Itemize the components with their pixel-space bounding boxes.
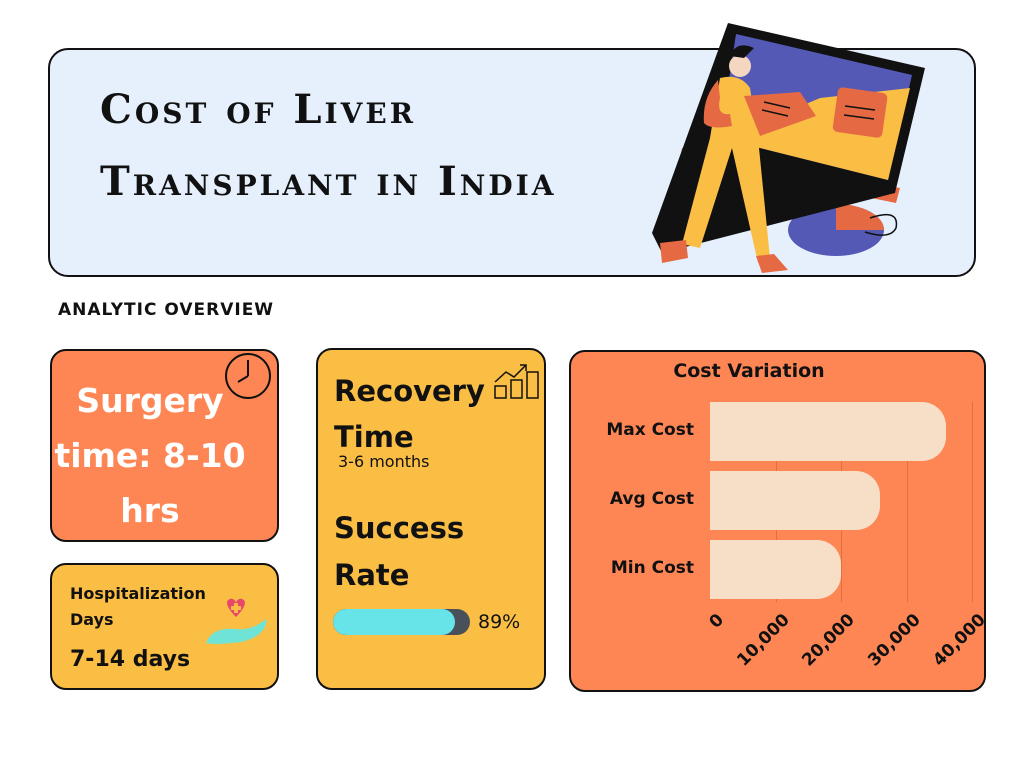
hospitalization-label: Hospitalization Days bbox=[70, 584, 206, 629]
x-tick-label: 20,000 bbox=[798, 610, 859, 671]
section-label-analytic-overview: ANALYTIC OVERVIEW bbox=[58, 300, 275, 320]
hospitalization-days-card: Hospitalization Days 7-14 days bbox=[50, 563, 279, 690]
success-rate-progress-fill bbox=[333, 609, 455, 635]
clock-icon bbox=[225, 353, 271, 399]
chart-plot-area bbox=[710, 402, 974, 602]
heart-in-hand-icon bbox=[206, 598, 267, 644]
hospitalization-value: 7-14 days bbox=[70, 647, 191, 672]
surgery-time-card: Surgery time: 8-10 hrs bbox=[50, 349, 279, 542]
category-label: Min Cost bbox=[610, 558, 694, 578]
page-title-line-2: Transplant in India bbox=[100, 158, 557, 205]
x-tick-label: 30,000 bbox=[863, 610, 925, 671]
x-tick-label: 10,000 bbox=[732, 610, 794, 671]
success-rate-progress-bar bbox=[333, 609, 470, 635]
success-rate-title: Success Rate bbox=[334, 511, 465, 592]
gridline bbox=[972, 402, 973, 602]
gridline bbox=[906, 402, 908, 602]
category-label: Max Cost bbox=[606, 420, 694, 440]
x-tick-label: 0 bbox=[705, 610, 728, 633]
category-label: Avg Cost bbox=[609, 489, 694, 509]
success-rate-value: 89% bbox=[478, 611, 521, 633]
recovery-success-card: Recovery Time 3-6 months Success Rate 89… bbox=[316, 348, 546, 690]
bar-min-cost bbox=[710, 540, 841, 599]
bar-max-cost bbox=[710, 402, 946, 461]
x-tick-label: 40,000 bbox=[929, 610, 990, 671]
page-title-line-1: Cost of Liver bbox=[100, 86, 416, 133]
chart-title: Cost Variation bbox=[673, 360, 825, 382]
person-carrying-monitor-illustration bbox=[652, 23, 925, 273]
recovery-time-title: Recovery Time bbox=[334, 374, 485, 454]
surgery-time-text: Surgery time: 8-10 hrs bbox=[54, 381, 246, 530]
cost-variation-chart-card: Cost Variation Max Cost Avg Cost Min Cost 0… bbox=[569, 350, 990, 692]
bar-avg-cost bbox=[710, 471, 881, 530]
recovery-time-value: 3-6 months bbox=[338, 452, 430, 471]
growth-chart-icon bbox=[494, 364, 539, 399]
